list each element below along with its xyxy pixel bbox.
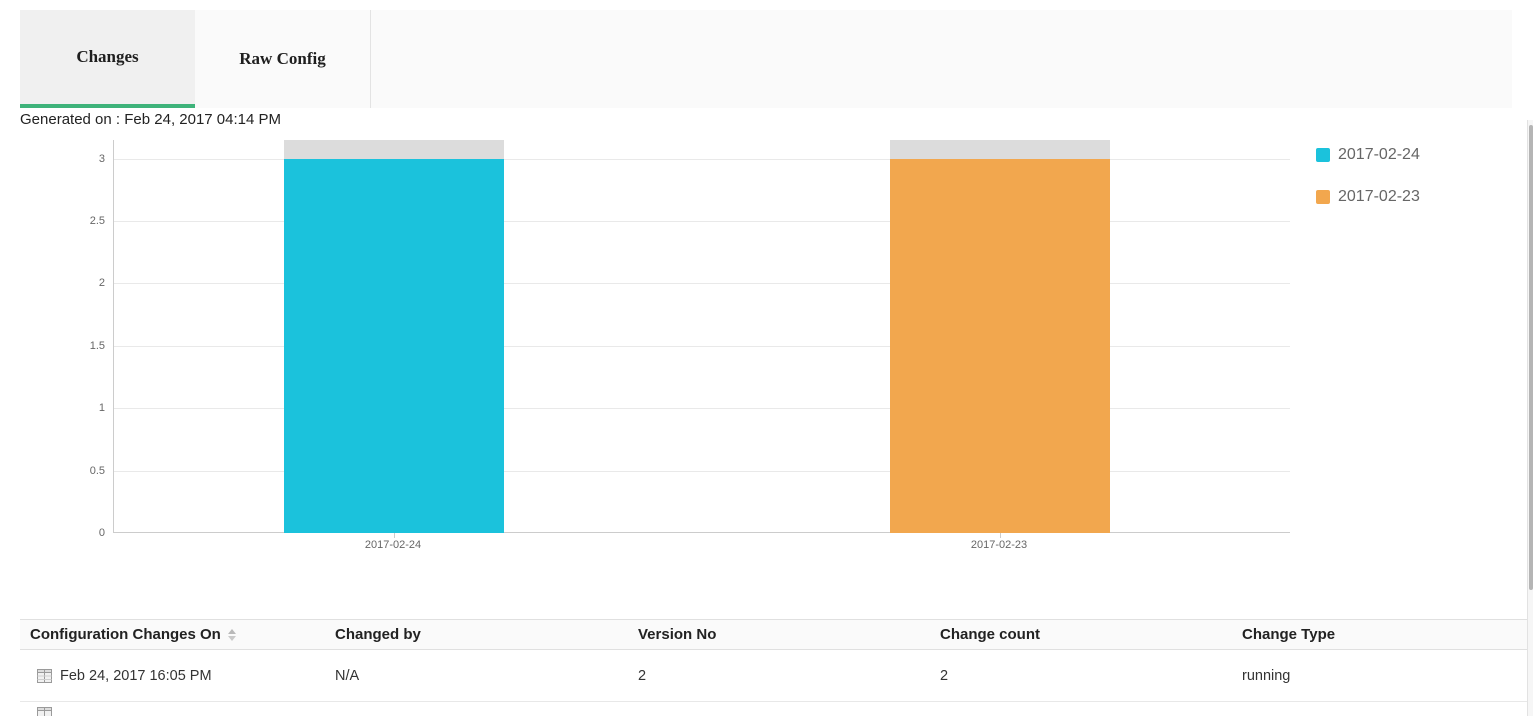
legend-item[interactable]: 2017-02-23 — [1316, 188, 1516, 206]
chart-bar-2017-02-23[interactable] — [890, 158, 1110, 533]
table-row[interactable] — [20, 702, 1533, 716]
x-axis-label: 2017-02-24 — [364, 539, 422, 551]
legend-swatch — [1316, 190, 1330, 204]
column-header-change-type[interactable]: Change Type — [1242, 626, 1336, 643]
x-axis-label: 2017-02-23 — [970, 539, 1028, 551]
table-row[interactable]: Feb 24, 2017 16:05 PM N/A 2 2 running — [20, 650, 1533, 702]
y-axis-tick-label: 2 — [98, 277, 105, 290]
chart-legend: 2017-02-24 2017-02-23 — [1316, 146, 1516, 230]
column-header-version-no[interactable]: Version No — [638, 626, 717, 643]
legend-label: 2017-02-24 — [1338, 146, 1420, 163]
chart-gridline — [114, 158, 1290, 160]
cell-configuration-changes-on: Feb 24, 2017 16:05 PM — [20, 668, 335, 684]
chart-gridline — [114, 221, 1290, 223]
legend-item[interactable]: 2017-02-24 — [1316, 146, 1516, 164]
column-header-configuration-changes-on[interactable]: Configuration Changes On — [20, 626, 335, 643]
chart-bar-2017-02-24[interactable] — [284, 158, 504, 533]
scrollbar-thumb[interactable] — [1529, 125, 1533, 590]
tab-bar: Changes Raw Config — [20, 10, 1512, 108]
table-header-row: Configuration Changes On Changed by Vers… — [20, 619, 1533, 650]
config-diff-grid-icon[interactable] — [37, 707, 52, 716]
tab-raw-config[interactable]: Raw Config — [195, 10, 371, 108]
generated-on-text: Generated on : Feb 24, 2017 04:14 PM — [20, 111, 282, 128]
config-diff-grid-icon[interactable] — [37, 668, 52, 683]
cell-changed-by: N/A — [335, 667, 360, 684]
legend-swatch — [1316, 148, 1330, 162]
cell-version-no: 2 — [638, 667, 647, 684]
sort-desc-icon — [227, 635, 236, 641]
chart-gridline — [114, 470, 1290, 472]
changes-chart: 0 0.5 1 1.5 2 2.5 3 2017-02-24 2017-02-23 2017-… — [0, 132, 1533, 562]
cell-text: Feb 24, 2017 16:05 PM — [60, 667, 212, 684]
cell-change-type: running — [1242, 667, 1291, 684]
y-axis-tick-label: 1.5 — [89, 339, 105, 352]
chart-bar-remainder — [284, 140, 504, 159]
sort-asc-icon — [227, 628, 236, 634]
y-axis-tick-label: 1 — [98, 402, 105, 415]
chart-gridline — [114, 408, 1290, 410]
tab-changes[interactable]: Changes — [20, 10, 195, 108]
chart-gridline — [114, 283, 1290, 285]
chart-yaxis-labels: 0 0.5 1 1.5 2 2.5 3 — [60, 140, 105, 539]
chart-bar-remainder — [890, 140, 1110, 159]
legend-label: 2017-02-23 — [1338, 188, 1420, 205]
changes-table: Configuration Changes On Changed by Vers… — [20, 619, 1533, 716]
sort-icon[interactable] — [227, 628, 236, 641]
chart-gridline — [114, 345, 1290, 347]
column-header-change-count[interactable]: Change count — [940, 626, 1040, 643]
cell-configuration-changes-on — [20, 702, 335, 716]
x-axis-tick — [1000, 533, 1001, 538]
cell-change-count: 2 — [940, 667, 949, 684]
chart-xaxis-labels: 2017-02-24 2017-02-23 — [0, 539, 1533, 555]
chart-plot — [113, 140, 1290, 538]
y-axis-tick-label: 3 — [98, 152, 105, 165]
y-axis-tick-label: 0.5 — [89, 464, 105, 477]
vertical-scrollbar[interactable] — [1527, 120, 1533, 716]
column-header-label: Configuration Changes On — [30, 626, 221, 643]
y-axis-tick-label: 0 — [98, 527, 105, 539]
x-axis-tick — [394, 533, 395, 538]
y-axis-tick-label: 2.5 — [89, 215, 105, 228]
column-header-changed-by[interactable]: Changed by — [335, 626, 421, 643]
